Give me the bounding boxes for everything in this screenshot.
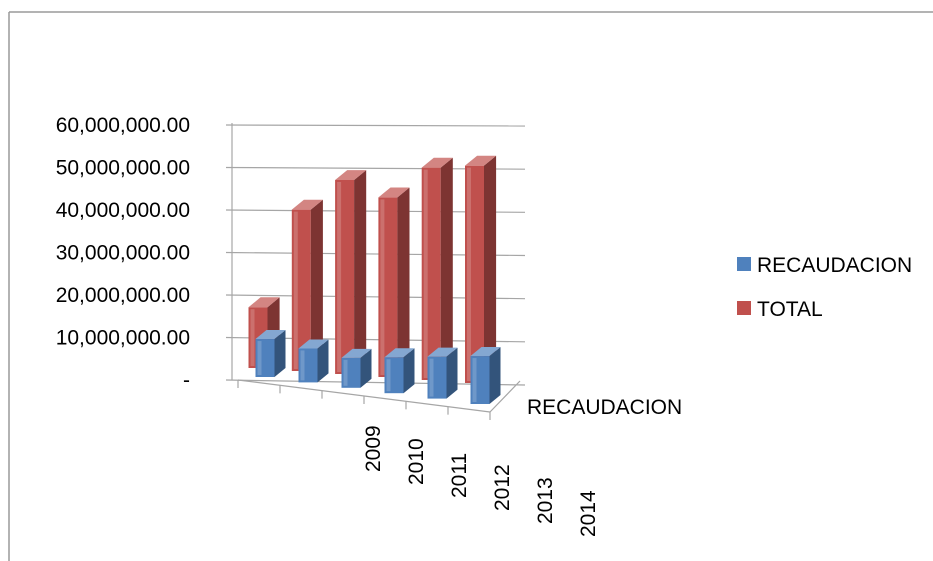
bar-recaudacion-2009-side <box>274 330 286 377</box>
x-tick-label: 2009 <box>362 425 385 472</box>
bar-recaudacion-2012-top <box>384 348 415 358</box>
bar-recaudacion-2012-side <box>403 348 415 394</box>
depth-axis-label: RECAUDACION <box>527 396 682 419</box>
y-tick-label: 20,000,000.00 <box>56 284 190 307</box>
bar-recaudacion-2013-highlight <box>429 358 434 397</box>
bar-total-2014-side <box>484 155 497 383</box>
bar-total-2012-side <box>397 187 410 377</box>
x-tick-label: 2011 <box>448 453 471 498</box>
bar-total-2009-top <box>248 297 280 308</box>
bar-total-2011 <box>335 170 367 374</box>
y-tick-label: 30,000,000.00 <box>56 242 190 265</box>
y-tick-label: 60,000,000.00 <box>56 114 190 137</box>
bar-recaudacion-2009 <box>255 330 286 377</box>
y-tick-label: 10,000,000.00 <box>56 327 190 350</box>
bar-recaudacion-2011-side <box>360 348 372 388</box>
bar-total-2013-side <box>440 157 453 380</box>
bar-recaudacion-2012-highlight <box>386 359 391 392</box>
legend-swatch-total <box>737 301 751 315</box>
bar-total-2014-highlight <box>467 167 471 381</box>
bar-recaudacion-2014 <box>470 347 501 404</box>
bar-recaudacion-2014-top <box>470 347 501 357</box>
bar-recaudacion-2010 <box>298 339 329 383</box>
bar-total-2011-highlight <box>337 182 342 372</box>
y-tick-label: - <box>183 369 190 392</box>
legend: RECAUDACION TOTAL <box>737 254 912 321</box>
gridline <box>225 124 526 127</box>
bar-total-2013-top <box>421 157 453 168</box>
x-tick-label: 2012 <box>491 464 514 511</box>
bar-recaudacion-2014-highlight <box>472 358 477 402</box>
bar-recaudacion-2011 <box>341 348 372 388</box>
labels-layer: - 10,000,000.00 20,000,000.00 30,000,000.00… <box>56 114 682 537</box>
bar-total-2009-highlight <box>250 309 255 366</box>
y-tick-label: 40,000,000.00 <box>56 199 190 222</box>
bar-total-2012-top <box>378 187 410 198</box>
bar-recaudacion-2012 <box>384 348 415 394</box>
bar-recaudacion-2013 <box>427 347 458 399</box>
bar-recaudacion-2009-highlight <box>257 341 262 375</box>
x-tick-label: 2014 <box>577 490 600 537</box>
bar-recaudacion-2013-top <box>427 347 458 357</box>
legend-label-total: TOTAL <box>757 298 823 321</box>
legend-swatch-recaudacion <box>737 257 751 271</box>
bar-total-2010 <box>291 199 323 371</box>
bar-recaudacion-2014-side <box>489 347 501 404</box>
bar-total-2012 <box>378 187 410 377</box>
bar-recaudacion-2010-top <box>298 339 329 349</box>
bar-total-2014 <box>465 155 497 383</box>
bar-total-2010-highlight <box>293 211 298 369</box>
bar-total-2013 <box>421 157 453 380</box>
bar-recaudacion-2010-highlight <box>300 350 305 381</box>
bar-recaudacion-2013-side <box>446 347 458 399</box>
bar-recaudacion-2009-top <box>255 330 286 340</box>
bar-total-2010-top <box>291 199 323 210</box>
bar-total-2014-top <box>465 155 497 166</box>
bar-total-2012-highlight <box>380 199 385 375</box>
floor-right-edge <box>489 380 521 413</box>
x-tick-label: 2013 <box>534 477 557 524</box>
bar-recaudacion-2010-side <box>317 339 329 383</box>
bars-layer <box>248 155 501 404</box>
bar-total-2010-side <box>310 199 323 371</box>
bar-total-2011-side <box>354 170 367 374</box>
bar-recaudacion-2011-top <box>341 348 372 358</box>
bar-total-2013-highlight <box>423 169 428 378</box>
bar-total-2011-top <box>335 170 367 181</box>
y-tick-label: 50,000,000.00 <box>56 157 190 180</box>
x-tick-label: 2010 <box>405 438 428 485</box>
grid-layer <box>225 123 526 420</box>
bar-recaudacion-2011-highlight <box>343 359 348 386</box>
legend-label-recaudacion: RECAUDACION <box>757 254 912 277</box>
